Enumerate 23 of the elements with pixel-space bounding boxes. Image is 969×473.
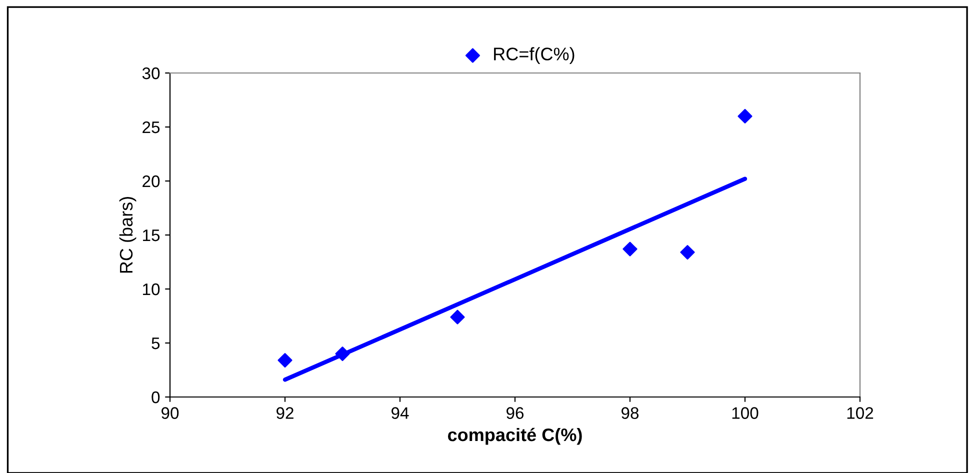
x-tick-label: 92 <box>276 407 294 419</box>
y-tick-label: 10 <box>143 283 160 296</box>
point <box>738 108 752 124</box>
point <box>335 346 350 362</box>
x-tick-label: 100 <box>732 407 758 419</box>
x-tick-label: 102 <box>847 407 874 419</box>
point <box>450 310 465 324</box>
x-tick-label: 90 <box>162 407 179 419</box>
x-axis-title: compacité C(%) <box>448 428 582 445</box>
x-tick-label: 94 <box>392 407 409 419</box>
x-tick-label: 98 <box>622 407 639 419</box>
y-tick-label: 30 <box>142 67 160 80</box>
point <box>680 244 695 260</box>
y-tick-label: 0 <box>152 391 160 404</box>
x-tick-label: 96 <box>506 407 524 419</box>
y-tick-label: 5 <box>152 338 160 350</box>
point <box>278 352 292 368</box>
y-axis-title: RC (bars) <box>119 196 136 273</box>
legend-label: RC=f(C%) <box>494 47 574 64</box>
point <box>622 242 638 256</box>
y-tick-label: 20 <box>142 175 160 188</box>
y-tick-label: 15 <box>143 230 160 242</box>
y-tick-label: 25 <box>142 121 160 134</box>
